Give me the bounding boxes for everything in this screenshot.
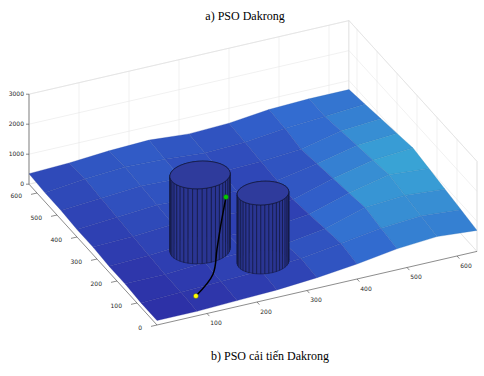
obstacle-side (285, 197, 287, 268)
z-tick (26, 94, 29, 95)
obstacle-side (282, 198, 284, 269)
obstacle-side (180, 186, 184, 262)
y-tick (111, 281, 117, 282)
z-tick (26, 124, 29, 125)
x-tick (257, 302, 259, 305)
grid-line (79, 83, 80, 173)
tick-label: 400 (360, 285, 372, 292)
x-tick (407, 268, 409, 271)
y-tick (131, 303, 137, 304)
back-wall (29, 21, 349, 185)
x-tick (457, 256, 459, 259)
obstacle-side (276, 201, 279, 271)
obstacle-side (239, 199, 241, 270)
z-axis-line (29, 94, 30, 184)
plot-area (29, 90, 477, 321)
obstacle-side (226, 179, 228, 256)
obstacle-side (249, 204, 253, 274)
obstacle-side (261, 205, 265, 274)
obstacle-side (265, 204, 269, 273)
obstacle-side (197, 189, 202, 264)
tick-label: 0 (138, 324, 142, 331)
obstacle-side (223, 181, 226, 258)
y-tick (31, 193, 37, 194)
z-tick (26, 154, 29, 155)
tick-label: 100 (111, 302, 123, 309)
chart: a) PSO Dakrong b) PSO cải tiến Dakrong 100… (0, 0, 484, 376)
caption: a) PSO Dakrong (205, 9, 284, 23)
path-line (196, 197, 226, 296)
y-tick (151, 325, 157, 326)
obstacle-side (177, 185, 180, 261)
obstacle-side (172, 181, 174, 258)
x-tick (307, 291, 309, 294)
tick-label: 600 (11, 192, 23, 199)
x-tick (357, 279, 359, 282)
obstacle-side (257, 205, 261, 274)
obstacle-side (188, 188, 192, 263)
obstacle-side (193, 189, 198, 264)
obstacle (170, 161, 230, 264)
tick-label: 1000 (9, 150, 24, 157)
obstacle-side (241, 200, 243, 270)
obstacle-side (280, 200, 283, 270)
tick-label: 500 (31, 214, 43, 221)
path-marker (224, 195, 229, 200)
tick-label: 200 (91, 280, 103, 287)
y-axis-line (29, 184, 157, 325)
tick-label: 100 (210, 319, 222, 326)
tick-label: 500 (410, 273, 422, 280)
y-tick (71, 237, 77, 238)
obstacle-side (211, 186, 215, 262)
grid-line (477, 161, 478, 251)
obstacle-top (170, 161, 230, 189)
obstacle-side (207, 187, 212, 263)
surface (29, 90, 477, 321)
grid-line (29, 21, 349, 95)
y-tick (91, 259, 97, 260)
z-tick (26, 184, 29, 185)
axes: 100 200 300 400 500 600 0 100 200 300 400 500 600 0 10… (9, 90, 477, 331)
obstacle-side (253, 204, 257, 273)
path-marker (193, 293, 198, 298)
x-tick (207, 314, 209, 317)
obstacle-side (243, 202, 246, 272)
tick-label: 300 (71, 258, 83, 265)
obstacle-side (273, 203, 277, 273)
tick-label: 3000 (9, 90, 24, 97)
grid-line (349, 81, 477, 222)
tick-label: 400 (51, 236, 63, 243)
obstacle-side (174, 183, 177, 260)
tick-label: 0 (20, 180, 24, 187)
obstacle-side (246, 203, 249, 273)
tick-label: 600 (460, 262, 472, 269)
tick-label: 300 (310, 296, 322, 303)
obstacle-side (269, 204, 273, 274)
obstacle-side (202, 188, 207, 264)
obstacle-top (237, 181, 289, 205)
y-tick (51, 215, 57, 216)
tick-label: 2000 (9, 120, 24, 127)
tick-label: 200 (260, 308, 272, 315)
obstacle (237, 181, 289, 274)
obstacle-side (184, 187, 188, 263)
caption: b) PSO cải tiến Dakrong (211, 349, 329, 363)
x-axis-line (157, 251, 477, 325)
